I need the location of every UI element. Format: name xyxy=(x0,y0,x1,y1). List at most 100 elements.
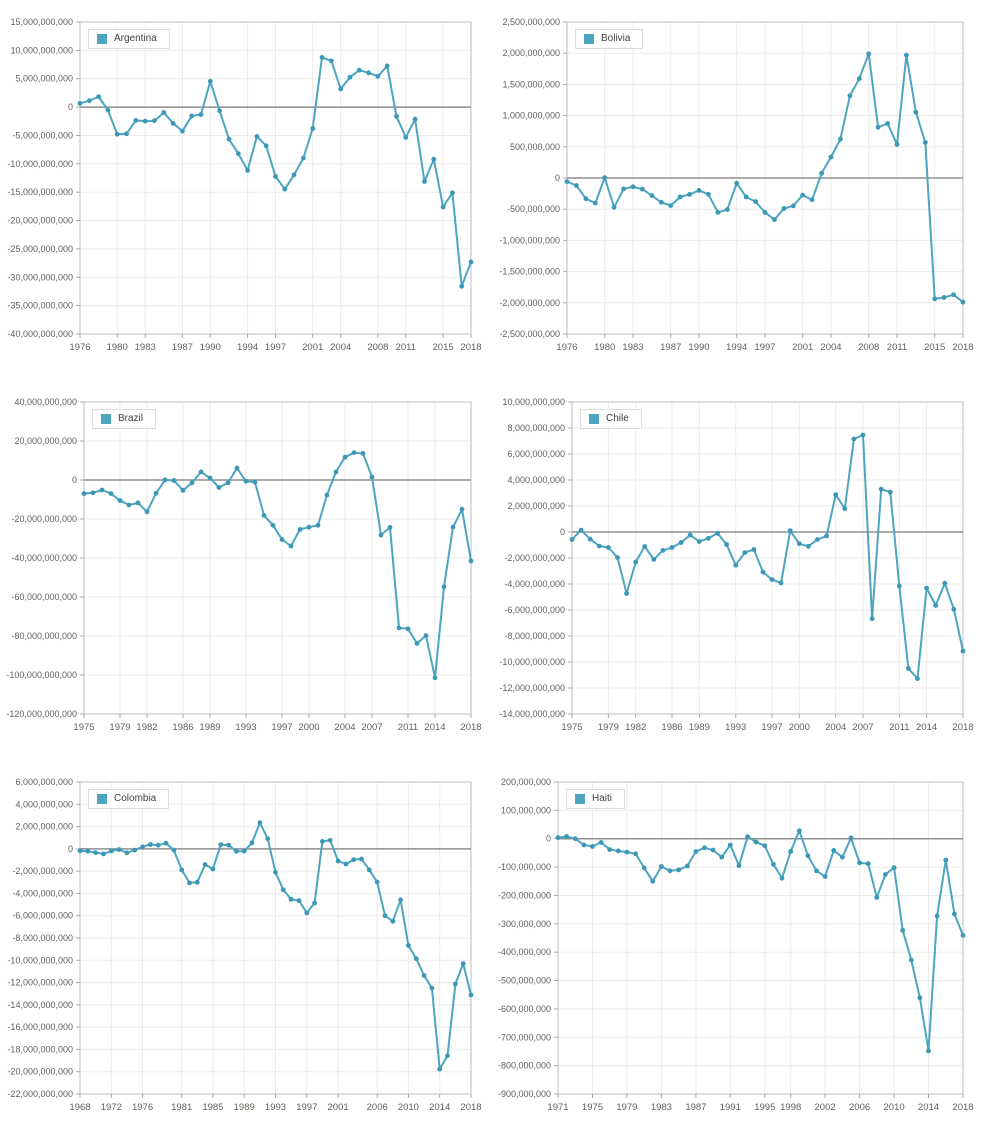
svg-text:-20,000,000,000: -20,000,000,000 xyxy=(11,514,77,524)
legend-label: Bolivia xyxy=(601,33,631,44)
svg-text:1972: 1972 xyxy=(101,1102,122,1113)
svg-text:1983: 1983 xyxy=(651,1102,672,1113)
svg-text:1985: 1985 xyxy=(202,1102,223,1113)
svg-text:-80,000,000,000: -80,000,000,000 xyxy=(11,631,77,641)
legend-bolivia: Bolivia xyxy=(575,29,644,49)
svg-text:1993: 1993 xyxy=(235,722,256,733)
svg-text:1981: 1981 xyxy=(171,1102,192,1113)
svg-text:2010: 2010 xyxy=(884,1102,905,1113)
svg-text:2002: 2002 xyxy=(815,1102,836,1113)
svg-text:-1,000,000,000: -1,000,000,000 xyxy=(499,235,560,245)
svg-text:1979: 1979 xyxy=(598,722,619,733)
svg-text:-60,000,000,000: -60,000,000,000 xyxy=(11,592,77,602)
svg-text:-2,000,000,000: -2,000,000,000 xyxy=(504,553,565,563)
svg-text:2001: 2001 xyxy=(792,342,813,353)
svg-text:-16,000,000,000: -16,000,000,000 xyxy=(7,1022,73,1032)
svg-text:1983: 1983 xyxy=(135,342,156,353)
svg-text:-900,000,000: -900,000,000 xyxy=(498,1089,551,1099)
svg-text:-800,000,000: -800,000,000 xyxy=(498,1061,551,1071)
svg-text:2,000,000,000: 2,000,000,000 xyxy=(15,822,73,832)
svg-text:200,000,000: 200,000,000 xyxy=(501,777,551,787)
svg-text:2000: 2000 xyxy=(789,722,810,733)
svg-text:2004: 2004 xyxy=(330,342,351,353)
svg-text:2011: 2011 xyxy=(887,342,907,353)
svg-text:1993: 1993 xyxy=(725,722,746,733)
svg-text:40,000,000,000: 40,000,000,000 xyxy=(14,397,77,407)
svg-text:5,000,000,000: 5,000,000,000 xyxy=(15,74,73,84)
svg-text:2007: 2007 xyxy=(361,722,382,733)
legend-label: Colombia xyxy=(114,793,157,804)
svg-text:1997: 1997 xyxy=(265,342,286,353)
svg-text:2011: 2011 xyxy=(889,722,909,733)
svg-text:-25,000,000,000: -25,000,000,000 xyxy=(7,244,73,254)
chart-bolivia: 2,500,000,000 2,000,000,000 1,500,000,000 1… xyxy=(492,0,984,380)
svg-text:-700,000,000: -700,000,000 xyxy=(498,1032,551,1042)
svg-text:-120,000,000,000: -120,000,000,000 xyxy=(6,709,77,719)
svg-text:1986: 1986 xyxy=(172,722,193,733)
svg-text:4,000,000,000: 4,000,000,000 xyxy=(15,799,73,809)
legend-swatch-icon xyxy=(575,794,585,804)
svg-text:1968: 1968 xyxy=(69,1102,90,1113)
svg-text:10,000,000,000: 10,000,000,000 xyxy=(10,45,73,55)
svg-text:-12,000,000,000: -12,000,000,000 xyxy=(499,683,565,693)
svg-text:1987: 1987 xyxy=(172,342,193,353)
svg-text:6,000,000,000: 6,000,000,000 xyxy=(507,449,565,459)
svg-text:-10,000,000,000: -10,000,000,000 xyxy=(7,955,73,965)
svg-text:1997: 1997 xyxy=(271,722,292,733)
svg-text:1989: 1989 xyxy=(234,1102,255,1113)
chart-colombia: 6,000,000,000 4,000,000,000 2,000,000,000 0… xyxy=(0,760,492,1140)
svg-text:2014: 2014 xyxy=(916,722,937,733)
legend-argentina: Argentina xyxy=(88,29,170,49)
svg-text:1987: 1987 xyxy=(685,1102,706,1113)
legend-label: Haiti xyxy=(592,793,613,804)
svg-text:-1,500,000,000: -1,500,000,000 xyxy=(499,267,560,277)
svg-text:-2,500,000,000: -2,500,000,000 xyxy=(499,329,560,339)
svg-text:1983: 1983 xyxy=(622,342,643,353)
svg-text:1990: 1990 xyxy=(688,342,709,353)
svg-text:-12,000,000,000: -12,000,000,000 xyxy=(7,978,73,988)
plot-haiti: 200,000,000 100,000,000 0 -100,000,000 -200,… xyxy=(498,777,974,1113)
svg-text:0: 0 xyxy=(546,834,551,844)
legend-swatch-icon xyxy=(97,34,107,44)
svg-text:-4,000,000,000: -4,000,000,000 xyxy=(504,579,565,589)
svg-text:0: 0 xyxy=(68,844,73,854)
svg-text:-15,000,000,000: -15,000,000,000 xyxy=(7,187,73,197)
svg-text:1997: 1997 xyxy=(754,342,775,353)
svg-text:2006: 2006 xyxy=(367,1102,388,1113)
svg-text:2000: 2000 xyxy=(298,722,319,733)
svg-text:1975: 1975 xyxy=(73,722,94,733)
svg-text:0: 0 xyxy=(560,527,565,537)
svg-text:2018: 2018 xyxy=(460,342,481,353)
svg-text:-200,000,000: -200,000,000 xyxy=(498,891,551,901)
svg-text:2014: 2014 xyxy=(424,722,445,733)
svg-text:-40,000,000,000: -40,000,000,000 xyxy=(11,553,77,563)
svg-text:2011: 2011 xyxy=(396,342,416,353)
svg-text:-300,000,000: -300,000,000 xyxy=(498,919,551,929)
svg-text:-100,000,000,000: -100,000,000,000 xyxy=(6,670,77,680)
svg-text:-8,000,000,000: -8,000,000,000 xyxy=(12,933,73,943)
svg-text:1975: 1975 xyxy=(561,722,582,733)
svg-text:-6,000,000,000: -6,000,000,000 xyxy=(504,605,565,615)
svg-text:8,000,000,000: 8,000,000,000 xyxy=(507,423,565,433)
svg-text:2018: 2018 xyxy=(460,722,481,733)
svg-text:-10,000,000,000: -10,000,000,000 xyxy=(499,657,565,667)
svg-text:2018: 2018 xyxy=(952,342,973,353)
svg-text:1982: 1982 xyxy=(136,722,157,733)
plot-argentina: 15,000,000,000 10,000,000,000 5,000,000,00… xyxy=(7,17,481,353)
plot-bolivia: 2,500,000,000 2,000,000,000 1,500,000,000 1… xyxy=(499,17,973,353)
svg-text:2018: 2018 xyxy=(952,722,973,733)
svg-text:-400,000,000: -400,000,000 xyxy=(498,947,551,957)
svg-text:-600,000,000: -600,000,000 xyxy=(498,1004,551,1014)
svg-text:-22,000,000,000: -22,000,000,000 xyxy=(7,1089,73,1099)
legend-swatch-icon xyxy=(97,794,107,804)
svg-text:2015: 2015 xyxy=(433,342,454,353)
legend-brazil: Brazil xyxy=(92,409,157,429)
plot-brazil: 40,000,000,000 20,000,000,000 0 -20,000,000… xyxy=(6,397,481,733)
legend-chile: Chile xyxy=(580,409,642,429)
svg-text:2018: 2018 xyxy=(952,1102,973,1113)
legend-colombia: Colombia xyxy=(88,789,170,809)
legend-label: Argentina xyxy=(114,33,157,44)
legend-swatch-icon xyxy=(584,34,594,44)
svg-text:-14,000,000,000: -14,000,000,000 xyxy=(7,1000,73,1010)
